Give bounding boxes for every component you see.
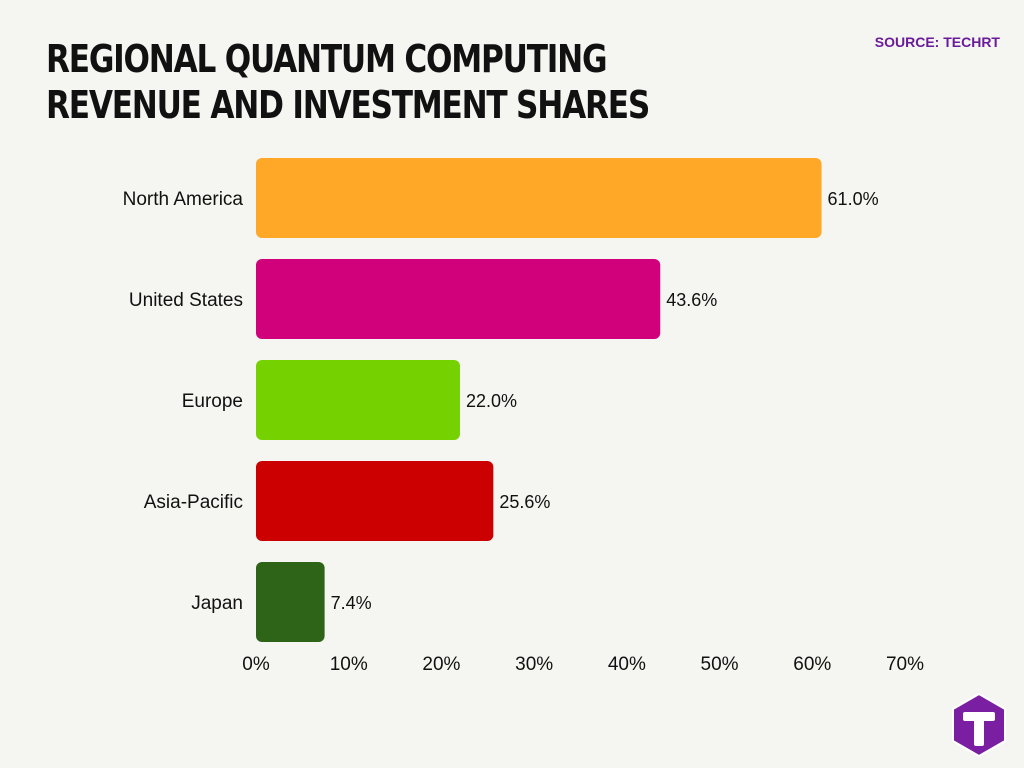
x-axis-tick-labels-group: 0% 10% 20% 30% 40% 50% 60% 70% (242, 654, 924, 675)
bar-united-states (256, 259, 661, 339)
x-tick-label-0: 0% (242, 654, 270, 675)
category-label-europe: Europe (182, 391, 243, 412)
techrt-logo-icon (952, 692, 1006, 758)
value-label-north-america: 61.0% (828, 189, 879, 209)
value-label-united-states: 43.6% (666, 290, 717, 310)
x-tick-label-10: 10% (330, 654, 368, 675)
source-label: SOURCE: TECHRT (874, 34, 1000, 50)
x-tick-label-70: 70% (886, 654, 924, 675)
category-labels-group: North America United States Europe Asia-Pac… (123, 189, 244, 614)
x-tick-label-50: 50% (701, 654, 739, 675)
chart-title: REGIONAL QUANTUM COMPUTING REVENUE AND I… (46, 37, 650, 127)
bar-north-america (256, 158, 822, 238)
category-label-japan: Japan (191, 593, 243, 614)
x-tick-label-30: 30% (515, 654, 553, 675)
bar-europe (256, 360, 460, 440)
x-tick-label-20: 20% (422, 654, 460, 675)
category-label-united-states: United States (129, 290, 243, 311)
bars-group (256, 158, 822, 642)
bar-asia-pacific (256, 461, 494, 541)
category-label-asia-pacific: Asia-Pacific (144, 492, 243, 513)
category-label-north-america: North America (123, 189, 244, 210)
value-label-japan: 7.4% (331, 593, 372, 613)
value-labels-group: 61.0% 43.6% 22.0% 25.6% 7.4% (331, 189, 879, 613)
value-label-asia-pacific: 25.6% (499, 492, 550, 512)
x-tick-label-60: 60% (793, 654, 831, 675)
bar-japan (256, 562, 325, 642)
x-tick-label-40: 40% (608, 654, 646, 675)
value-label-europe: 22.0% (466, 391, 517, 411)
